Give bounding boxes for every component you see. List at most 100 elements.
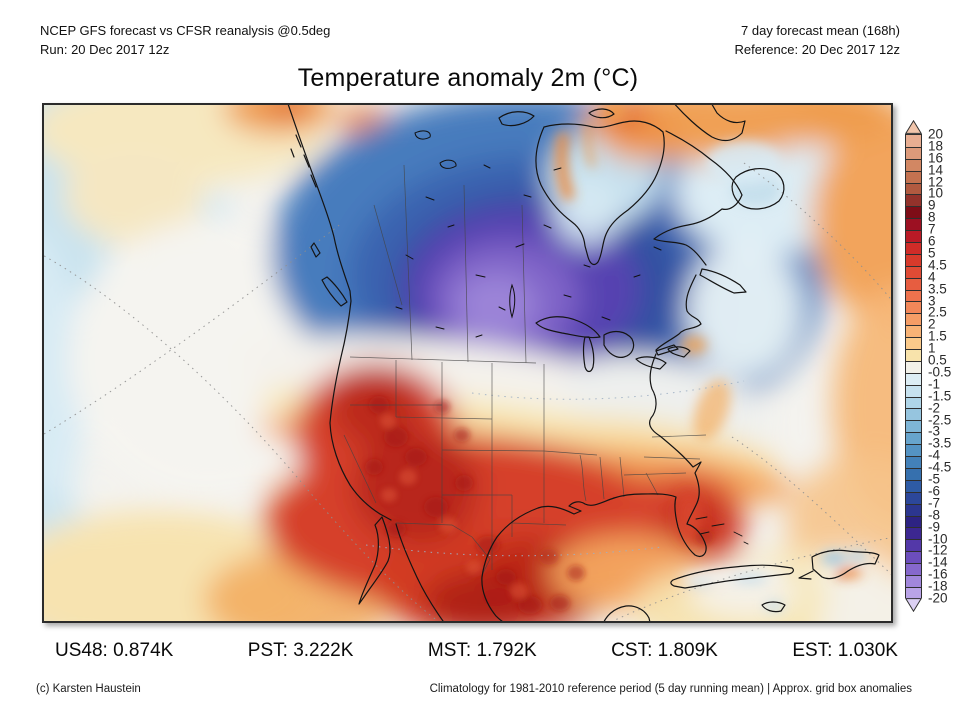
colorbar-segment bbox=[906, 456, 921, 468]
model-info: NCEP GFS forecast vs CFSR reanalysis @0.… bbox=[40, 22, 330, 60]
colorbar-tick-label: 2 bbox=[928, 316, 936, 332]
colorbar-segment bbox=[906, 527, 921, 540]
state-borders bbox=[343, 164, 707, 576]
coastlines bbox=[287, 105, 880, 621]
colorbar-tick-label: 18 bbox=[928, 138, 944, 154]
colorbar-tick-label: 10 bbox=[928, 185, 944, 201]
colorbar-tick-label: 1 bbox=[928, 340, 936, 356]
stat-cst: CST: 1.809K bbox=[611, 640, 718, 661]
colorbar-segment bbox=[906, 301, 921, 314]
colorbar: 20 18 16 14 12 10 9 8 7 6 5 4.5 4 3.5 3 2.5 2 1.5 1 0.5 -0.5… bbox=[905, 120, 960, 612]
graticule bbox=[44, 162, 891, 621]
colorbar-tick-label: -8 bbox=[928, 506, 941, 522]
colorbar-segment bbox=[906, 360, 921, 373]
colorbar-segment bbox=[906, 277, 921, 290]
stat-us48: US48: 0.874K bbox=[55, 640, 174, 661]
colorbar-arrow-down bbox=[905, 598, 922, 612]
colorbar-tick-label: -16 bbox=[928, 566, 948, 582]
colorbar-tick-label: 4 bbox=[928, 269, 936, 285]
colorbar-segment bbox=[906, 182, 921, 195]
colorbar-tick-label: -10 bbox=[928, 530, 948, 546]
colorbar-tick-label: 4.5 bbox=[928, 257, 947, 273]
colorbar-tick-label: 9 bbox=[928, 197, 936, 213]
colorbar-tick-label: -2 bbox=[928, 399, 941, 415]
colorbar-segment bbox=[906, 420, 921, 433]
colorbar-segment bbox=[906, 349, 921, 361]
colorbar-tick-label: 8 bbox=[928, 209, 936, 225]
colorbar-segment bbox=[906, 491, 921, 504]
colorbar-tick-label: -20 bbox=[928, 590, 948, 606]
colorbar-segment bbox=[906, 135, 921, 147]
regional-stats: US48: 0.874K PST: 3.222K MST: 1.792K CST… bbox=[55, 640, 898, 662]
colorbar-tick-label: -7 bbox=[928, 495, 941, 511]
colorbar-segment bbox=[906, 230, 921, 243]
colorbar-tick-label: -4.5 bbox=[928, 459, 952, 475]
colorbar-segment bbox=[906, 539, 921, 552]
colorbar-tick-label: -5 bbox=[928, 471, 941, 487]
colorbar-tick-label: -3 bbox=[928, 423, 941, 439]
forecast-info-line2: Reference: 20 Dec 2017 12z bbox=[734, 41, 901, 57]
model-info-line2: Run: 20 Dec 2017 12z bbox=[40, 41, 170, 57]
colorbar-tick-label: -0.5 bbox=[928, 364, 952, 380]
colorbar-tick-label: 5 bbox=[928, 245, 936, 261]
colorbar-tick-label: -12 bbox=[928, 542, 948, 558]
colorbar-segment bbox=[906, 265, 921, 278]
colorbar-segment bbox=[906, 313, 921, 326]
climatology-note: Climatology for 1981-2010 reference peri… bbox=[429, 683, 912, 695]
anomaly-map bbox=[44, 105, 891, 621]
colorbar-segment bbox=[906, 408, 921, 421]
model-info-line1: NCEP GFS forecast vs CFSR reanalysis @0.… bbox=[40, 23, 331, 38]
colorbar-segment bbox=[906, 515, 921, 528]
colorbar-segment bbox=[906, 586, 921, 599]
colorbar-arrow-up bbox=[905, 120, 922, 134]
colorbar-segment bbox=[906, 146, 921, 159]
colorbar-tick-label: 1.5 bbox=[928, 328, 947, 344]
colorbar-segment bbox=[906, 206, 921, 219]
stat-pst: PST: 3.222K bbox=[247, 640, 354, 661]
forecast-info: 7 day forecast mean (168h) Reference: 20 … bbox=[735, 22, 901, 60]
colorbar-segment bbox=[906, 194, 921, 207]
colorbar-tick-label: -4 bbox=[928, 447, 941, 463]
colorbar-segment bbox=[906, 325, 921, 338]
credit: (c) Karsten Haustein bbox=[36, 683, 141, 695]
stat-mst: MST: 1.792K bbox=[427, 640, 537, 661]
colorbar-segment bbox=[906, 479, 921, 492]
colorbar-segment bbox=[906, 444, 921, 457]
colorbar-segment bbox=[906, 289, 921, 302]
colorbar-tick-label: -18 bbox=[928, 578, 948, 594]
colorbar-segment bbox=[906, 337, 921, 350]
colorbar-labels: 20 18 16 14 12 10 9 8 7 6 5 4.5 4 3.5 3 2.5 2 1.5 1 0.5 -0.5… bbox=[928, 127, 960, 604]
colorbar-tick-label: 7 bbox=[928, 221, 936, 237]
colorbar-tick-label: -1.5 bbox=[928, 387, 952, 403]
colorbar-tick-label: 3.5 bbox=[928, 280, 947, 296]
colorbar-segment bbox=[906, 503, 921, 516]
colorbar-segment bbox=[906, 158, 921, 171]
colorbar-segments bbox=[905, 134, 922, 599]
colorbar-segment bbox=[906, 170, 921, 183]
colorbar-tick-label: 2.5 bbox=[928, 304, 947, 320]
colorbar-tick-label: -9 bbox=[928, 518, 941, 534]
colorbar-tick-label: 16 bbox=[928, 150, 944, 166]
colorbar-tick-label: -1 bbox=[928, 376, 941, 392]
colorbar-segment bbox=[906, 396, 921, 409]
colorbar-tick-label: -6 bbox=[928, 483, 941, 499]
colorbar-tick-label: -3.5 bbox=[928, 435, 952, 451]
colorbar-tick-label: 20 bbox=[928, 126, 944, 142]
colorbar-tick-label: 12 bbox=[928, 173, 944, 189]
stat-est: EST: 1.030K bbox=[792, 640, 898, 661]
colorbar-segment bbox=[906, 384, 921, 397]
colorbar-segment bbox=[906, 432, 921, 445]
colorbar-tick-label: 0.5 bbox=[928, 352, 947, 368]
lakes bbox=[395, 130, 662, 338]
colorbar-tick-label: 14 bbox=[928, 161, 944, 177]
colorbar-segment bbox=[906, 574, 921, 587]
colorbar-segment bbox=[906, 551, 921, 564]
colorbar-tick-label: 6 bbox=[928, 233, 936, 249]
colorbar-segment bbox=[906, 253, 921, 266]
colorbar-segment bbox=[906, 372, 921, 385]
page-title: Temperature anomaly 2m (°C) bbox=[297, 64, 639, 92]
colorbar-segment bbox=[906, 467, 921, 480]
colorbar-segment bbox=[906, 563, 921, 575]
map-frame bbox=[42, 103, 893, 623]
